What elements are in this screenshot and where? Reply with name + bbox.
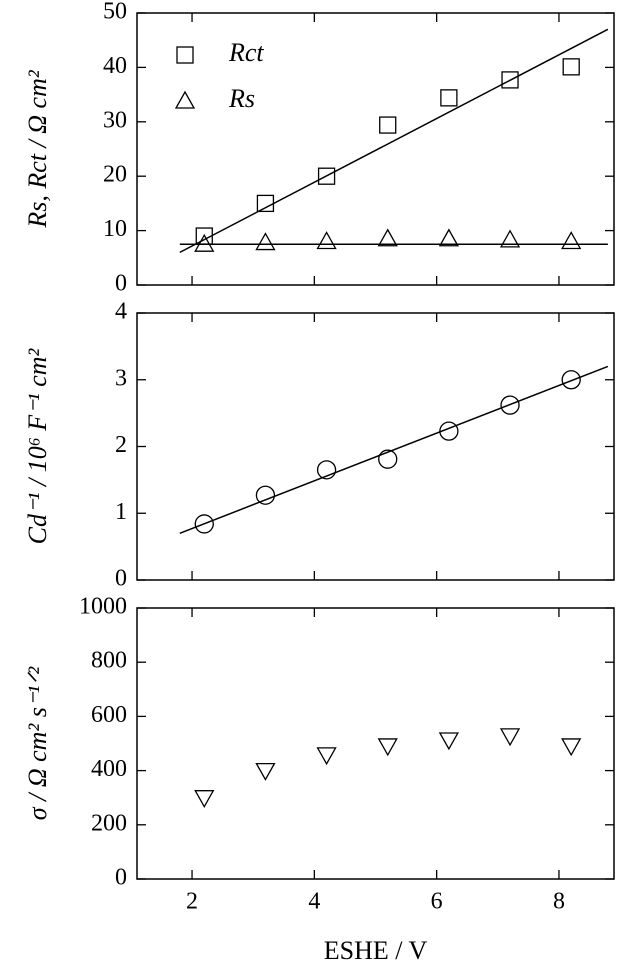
marker-circle bbox=[500, 395, 520, 415]
marker-triangle-up bbox=[316, 231, 337, 250]
fit-line bbox=[179, 365, 609, 534]
marker-triangle-up bbox=[561, 231, 582, 250]
marker-triangle-down bbox=[438, 732, 459, 751]
y-tick-label: 600 bbox=[91, 702, 127, 728]
fit-line bbox=[179, 28, 609, 254]
marker-square bbox=[440, 89, 458, 107]
y-tick-label: 40 bbox=[103, 53, 127, 79]
marker-triangle-down bbox=[255, 762, 276, 781]
marker-circle bbox=[316, 460, 337, 480]
y-tick-label: 200 bbox=[91, 810, 127, 836]
marker-triangle-up bbox=[194, 233, 215, 252]
plot-frame bbox=[136, 607, 615, 880]
y-axis-label: Cd⁻¹ / 10⁶ F⁻¹ cm² bbox=[23, 347, 52, 544]
y-tick-label: 30 bbox=[103, 107, 127, 133]
x-tick-label: 8 bbox=[553, 889, 565, 915]
marker-triangle-down bbox=[499, 728, 521, 747]
legend-label: Rct bbox=[228, 38, 264, 67]
y-tick-label: 0 bbox=[115, 271, 127, 297]
plot-frame bbox=[136, 12, 615, 286]
y-tick-label: 3 bbox=[115, 365, 127, 391]
x-tick-label: 2 bbox=[186, 889, 198, 915]
y-tick-label: 1 bbox=[115, 499, 127, 525]
marker-circle bbox=[561, 370, 581, 390]
marker-square bbox=[562, 58, 580, 76]
y-tick-label: 20 bbox=[103, 162, 127, 188]
marker-circle bbox=[255, 485, 276, 505]
marker-triangle-down bbox=[561, 738, 582, 757]
marker-circle bbox=[378, 449, 398, 469]
y-axis-label: σ / Ω cm² s⁻¹ᐟ² bbox=[23, 666, 52, 821]
marker-triangle-up bbox=[255, 232, 276, 251]
marker-square bbox=[195, 227, 213, 245]
y-tick-label: 50 bbox=[103, 0, 127, 25]
marker-triangle-down bbox=[316, 747, 337, 766]
y-tick-label: 0 bbox=[115, 865, 127, 891]
y-tick-label: 1000 bbox=[79, 594, 127, 620]
y-tick-label: 0 bbox=[115, 566, 127, 592]
legend-marker bbox=[174, 90, 196, 109]
marker-square bbox=[256, 194, 275, 213]
y-tick-label: 400 bbox=[91, 756, 127, 782]
plot-frame bbox=[136, 312, 615, 581]
marker-triangle-up bbox=[438, 228, 459, 247]
legend-marker bbox=[176, 46, 194, 64]
marker-triangle-up bbox=[499, 229, 521, 248]
marker-square bbox=[379, 116, 397, 134]
legend-label: Rs bbox=[228, 84, 255, 113]
y-axis-label: Rs, Rct / Ω cm² bbox=[23, 69, 52, 228]
marker-circle bbox=[194, 514, 214, 534]
marker-triangle-down bbox=[377, 738, 398, 757]
marker-triangle-down bbox=[194, 790, 215, 809]
marker-circle bbox=[439, 421, 459, 441]
x-tick-label: 4 bbox=[308, 889, 320, 915]
marker-square bbox=[317, 167, 336, 185]
y-tick-label: 2 bbox=[115, 432, 127, 458]
x-tick-label: 6 bbox=[431, 889, 443, 915]
y-tick-label: 10 bbox=[103, 216, 127, 242]
y-tick-label: 800 bbox=[91, 648, 127, 674]
y-tick-label: 4 bbox=[115, 299, 127, 325]
marker-triangle-up bbox=[377, 228, 398, 247]
x-axis-label: ESHE / V bbox=[324, 936, 428, 965]
marker-square bbox=[501, 71, 519, 89]
